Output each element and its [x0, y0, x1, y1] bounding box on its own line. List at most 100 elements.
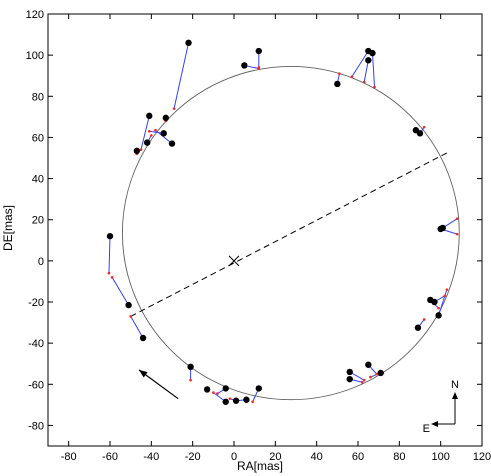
observation-point — [435, 312, 442, 319]
fit-position — [362, 378, 366, 382]
fit-position — [455, 232, 459, 236]
fit-position — [212, 391, 215, 394]
compass-north-label: N — [451, 379, 459, 391]
observation-point — [255, 385, 262, 392]
fit-position — [360, 380, 364, 384]
fit-position — [338, 72, 341, 75]
fit-position — [350, 75, 354, 79]
orbit-ellipse — [121, 66, 460, 401]
y-tick-label: -80 — [28, 420, 44, 432]
fit-position — [150, 134, 153, 137]
x-tick-label: 0 — [231, 451, 237, 463]
fit-position — [455, 217, 459, 220]
fit-position — [445, 288, 449, 291]
observation-point — [168, 140, 176, 147]
y-tick-label: 60 — [32, 132, 44, 144]
fit-position — [189, 378, 192, 382]
residual-line — [371, 53, 376, 88]
observation-point — [346, 375, 353, 383]
fit-position — [375, 372, 378, 376]
fit-position — [437, 306, 440, 310]
compass-east-label: E — [423, 423, 430, 435]
y-tick-label: 20 — [32, 215, 44, 227]
fit-position — [443, 294, 447, 298]
compass: N E — [423, 379, 459, 435]
y-tick-label: 100 — [26, 50, 44, 62]
y-tick-label: -20 — [28, 297, 44, 309]
observation-point — [160, 130, 167, 137]
observation-point — [416, 130, 424, 137]
fit-position — [362, 80, 366, 84]
residual-line — [111, 277, 130, 306]
observation-point — [232, 397, 240, 404]
center-marker — [228, 255, 240, 267]
y-tick-label: -40 — [28, 338, 44, 350]
y-tick-label: 80 — [32, 91, 44, 103]
y-tick-label: 40 — [32, 174, 44, 186]
observation-point — [439, 224, 446, 232]
line-of-nodes — [130, 151, 450, 317]
observation-point — [133, 147, 141, 154]
residual-line — [438, 289, 448, 316]
motion-arrow-head — [138, 369, 148, 378]
residual-line — [108, 236, 111, 274]
residual-line — [155, 129, 173, 144]
compass-north-arrow-head — [452, 392, 458, 399]
fit-position — [257, 66, 261, 69]
residual-line — [351, 50, 369, 78]
observation-point — [146, 112, 153, 120]
observation-point — [144, 139, 151, 146]
residual-line — [130, 316, 144, 339]
observation-point — [414, 324, 422, 331]
x-tick-label: 40 — [311, 451, 323, 463]
y-axis-label: DE[mas] — [1, 205, 15, 251]
fit-position — [110, 276, 114, 279]
observation-point — [222, 385, 229, 392]
fit-position — [251, 400, 254, 404]
observation-point — [369, 49, 376, 57]
x-tick-label: -60 — [102, 451, 118, 463]
fit-position — [107, 271, 111, 275]
y-tick-label: -60 — [28, 379, 44, 391]
fit-position — [228, 397, 232, 400]
residual-line — [173, 42, 190, 109]
fit-position — [422, 318, 426, 321]
fit-position — [216, 392, 219, 395]
x-tick-label: -20 — [185, 451, 201, 463]
fit-position — [139, 148, 143, 152]
x-tick-label: -40 — [143, 451, 159, 463]
x-tick-label: 80 — [393, 451, 405, 463]
observation-point — [365, 57, 372, 64]
observation-point — [243, 396, 250, 403]
x-tick-label: 120 — [473, 451, 491, 463]
observation-point — [162, 114, 169, 122]
residual-line — [363, 60, 369, 82]
observation-point — [185, 39, 192, 46]
observation-point — [334, 80, 341, 88]
observation-point — [431, 298, 438, 306]
fit-position — [129, 315, 132, 318]
observation-point — [187, 363, 194, 370]
observation-point — [365, 361, 372, 368]
observation-point — [241, 62, 248, 69]
x-tick-label: 100 — [431, 451, 449, 463]
observation-point — [346, 368, 353, 376]
x-tick-label: 20 — [269, 451, 281, 463]
observation-point — [255, 47, 262, 55]
residual-line — [140, 115, 150, 150]
observation-point — [106, 232, 114, 240]
fit-position — [147, 129, 151, 133]
x-axis-label: RA[mas] — [237, 459, 283, 473]
fit-position — [154, 128, 157, 132]
observation-point — [377, 369, 384, 377]
y-tick-label: 0 — [38, 256, 44, 268]
y-tick-label: 120 — [26, 9, 44, 21]
fit-position — [422, 125, 426, 129]
observation-point — [125, 301, 132, 309]
compass-east-arrow-head — [431, 421, 438, 427]
observation-point — [222, 398, 229, 405]
fit-position — [373, 85, 376, 89]
fit-position — [369, 375, 372, 379]
x-tick-label: 60 — [352, 451, 364, 463]
